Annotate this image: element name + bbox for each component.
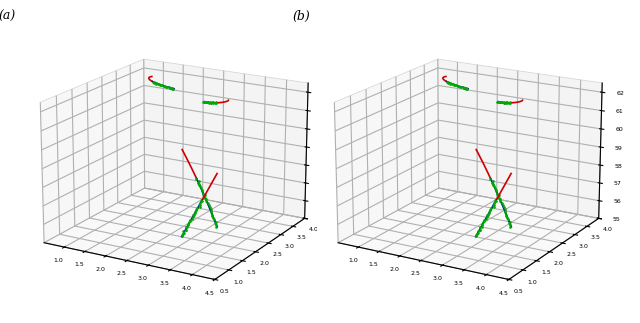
Text: (b): (b) <box>293 10 310 23</box>
Text: (a): (a) <box>0 10 16 23</box>
